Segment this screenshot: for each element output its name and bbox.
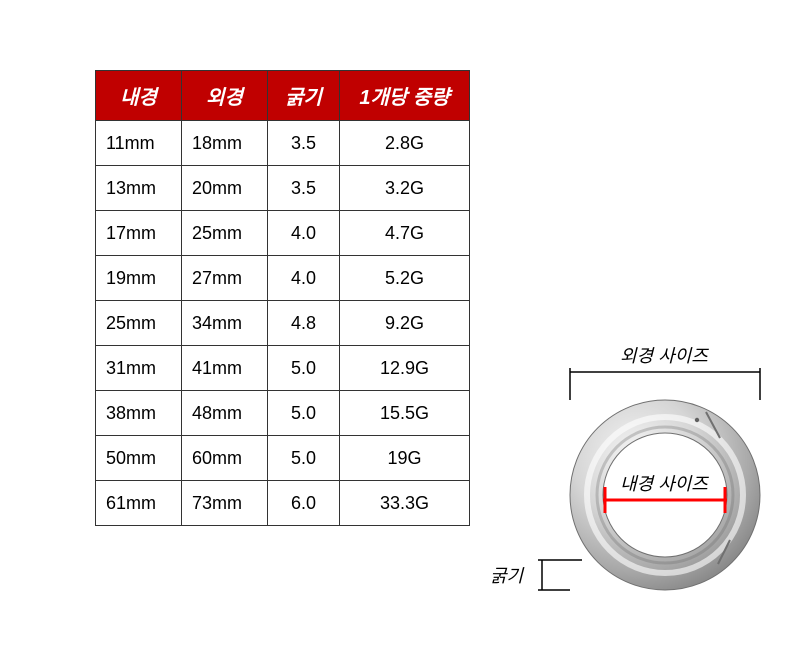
- table-header-row: 내경 외경 굵기 1개당 중량: [96, 71, 470, 121]
- table-cell: 38mm: [96, 391, 182, 436]
- outer-diameter-label: 외경 사이즈: [620, 342, 708, 368]
- table-cell: 11mm: [96, 121, 182, 166]
- table-cell: 20mm: [182, 166, 268, 211]
- table-cell: 3.2G: [340, 166, 470, 211]
- table-cell: 5.0: [268, 391, 340, 436]
- table-cell: 19mm: [96, 256, 182, 301]
- table-cell: 4.0: [268, 256, 340, 301]
- table-cell: 5.0: [268, 346, 340, 391]
- table-cell: 60mm: [182, 436, 268, 481]
- table-cell: 3.5: [268, 166, 340, 211]
- table-cell: 48mm: [182, 391, 268, 436]
- table-cell: 12.9G: [340, 346, 470, 391]
- table-cell: 6.0: [268, 481, 340, 526]
- table-row: 31mm41mm5.012.9G: [96, 346, 470, 391]
- table-cell: 4.0: [268, 211, 340, 256]
- table-row: 25mm34mm4.89.2G: [96, 301, 470, 346]
- table-cell: 34mm: [182, 301, 268, 346]
- table-cell: 27mm: [182, 256, 268, 301]
- inner-diameter-label: 내경 사이즈: [620, 470, 708, 496]
- table-cell: 13mm: [96, 166, 182, 211]
- table-row: 11mm18mm3.52.8G: [96, 121, 470, 166]
- table-row: 19mm27mm4.05.2G: [96, 256, 470, 301]
- table-cell: 9.2G: [340, 301, 470, 346]
- thickness-label: 굵기: [490, 562, 523, 588]
- table-cell: 73mm: [182, 481, 268, 526]
- header-thickness: 굵기: [268, 71, 340, 121]
- size-table-container: 내경 외경 굵기 1개당 중량 11mm18mm3.52.8G13mm20mm3…: [95, 70, 470, 526]
- table-cell: 19G: [340, 436, 470, 481]
- table-cell: 31mm: [96, 346, 182, 391]
- table-row: 38mm48mm5.015.5G: [96, 391, 470, 436]
- table-cell: 25mm: [96, 301, 182, 346]
- table-cell: 18mm: [182, 121, 268, 166]
- table-row: 61mm73mm6.033.3G: [96, 481, 470, 526]
- table-row: 50mm60mm5.019G: [96, 436, 470, 481]
- table-cell: 61mm: [96, 481, 182, 526]
- table-cell: 50mm: [96, 436, 182, 481]
- table-row: 13mm20mm3.53.2G: [96, 166, 470, 211]
- table-cell: 17mm: [96, 211, 182, 256]
- size-table: 내경 외경 굵기 1개당 중량 11mm18mm3.52.8G13mm20mm3…: [95, 70, 470, 526]
- header-outer-diameter: 외경: [182, 71, 268, 121]
- table-cell: 15.5G: [340, 391, 470, 436]
- table-body: 11mm18mm3.52.8G13mm20mm3.53.2G17mm25mm4.…: [96, 121, 470, 526]
- ring-diagram: 외경 사이즈 내경 사이즈 굵기: [530, 340, 790, 640]
- table-cell: 5.0: [268, 436, 340, 481]
- table-cell: 33.3G: [340, 481, 470, 526]
- table-cell: 41mm: [182, 346, 268, 391]
- header-weight: 1개당 중량: [340, 71, 470, 121]
- table-cell: 4.8: [268, 301, 340, 346]
- header-inner-diameter: 내경: [96, 71, 182, 121]
- table-cell: 2.8G: [340, 121, 470, 166]
- table-cell: 3.5: [268, 121, 340, 166]
- table-cell: 25mm: [182, 211, 268, 256]
- table-cell: 5.2G: [340, 256, 470, 301]
- table-cell: 4.7G: [340, 211, 470, 256]
- table-row: 17mm25mm4.04.7G: [96, 211, 470, 256]
